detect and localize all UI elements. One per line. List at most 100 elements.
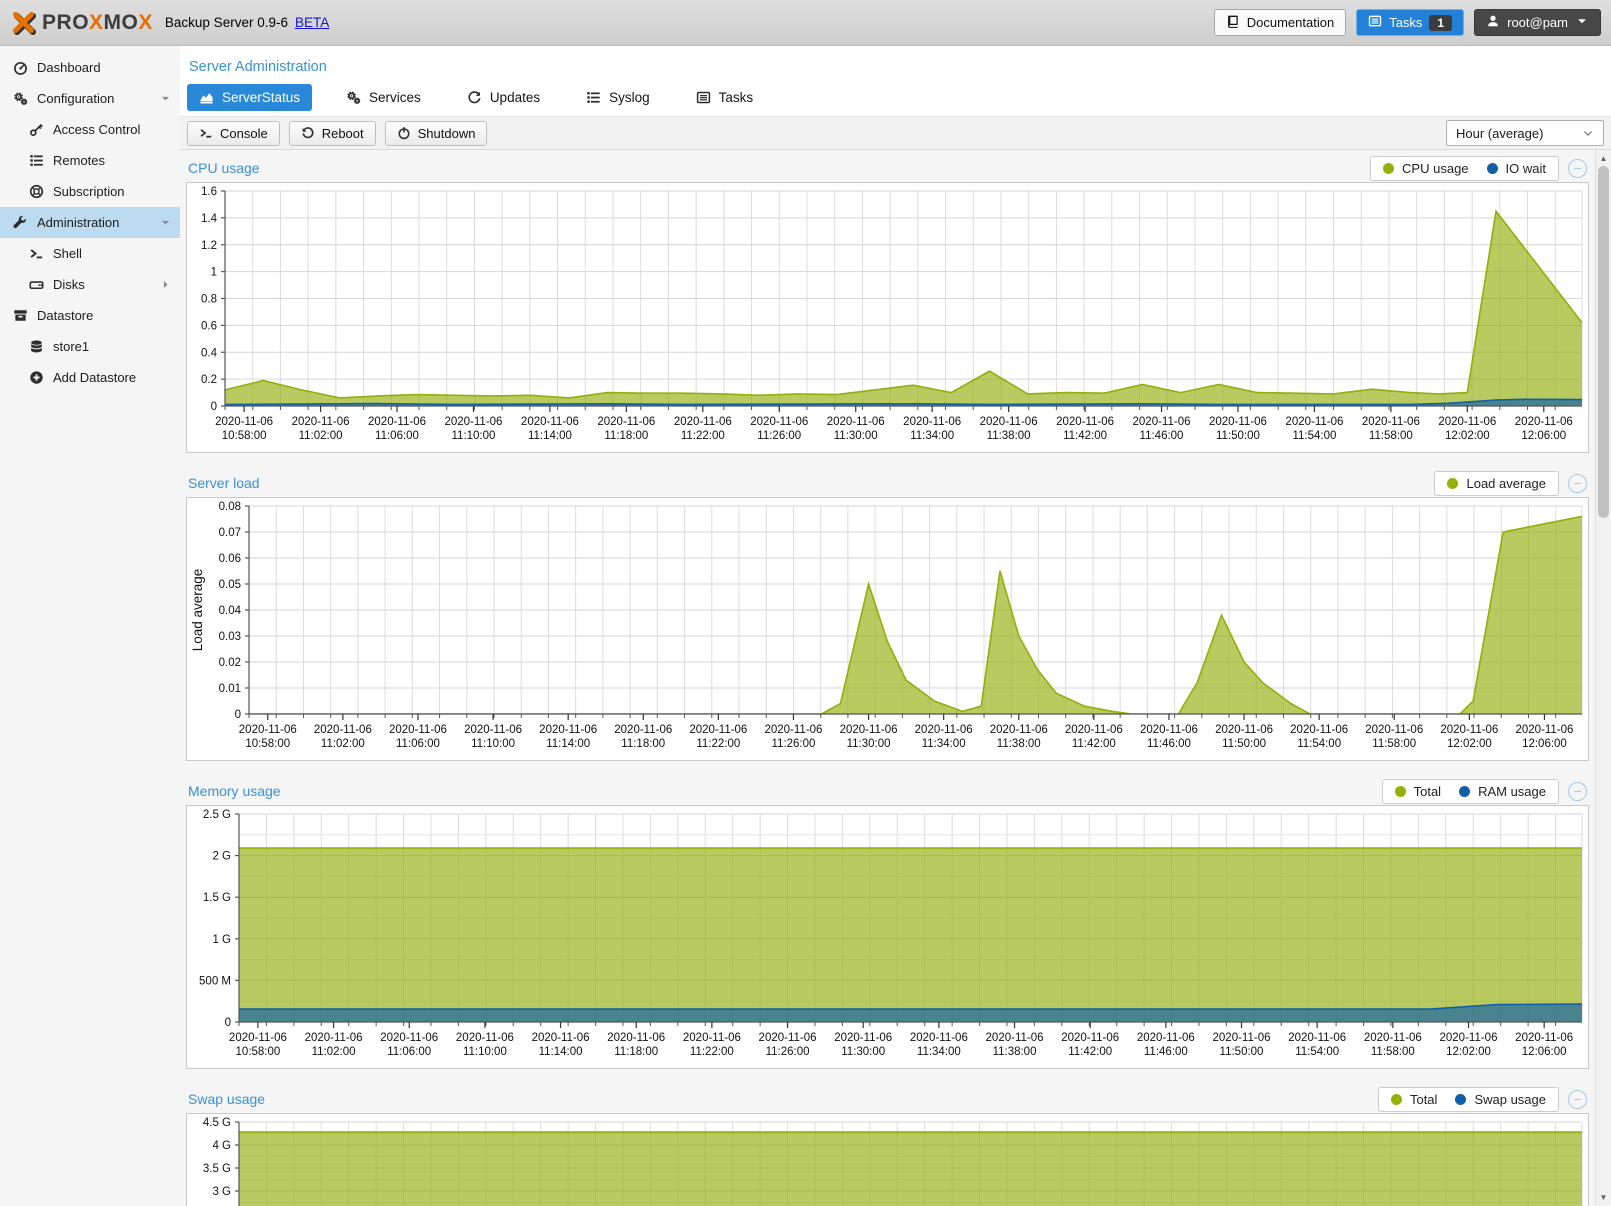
svg-text:2020-11-06: 2020-11-06 — [1362, 416, 1420, 428]
documentation-button-label: Documentation — [1246, 15, 1335, 30]
tasks-button[interactable]: Tasks 1 — [1356, 9, 1465, 36]
sidebar-item-label: Add Datastore — [53, 370, 137, 385]
brand-wordmark: PROXMOX — [42, 11, 153, 35]
tab-updates[interactable]: Updates — [455, 84, 552, 111]
tab-syslog[interactable]: Syslog — [574, 84, 662, 111]
svg-text:11:58:00: 11:58:00 — [1372, 738, 1416, 750]
tab-label: Services — [369, 90, 421, 105]
list-alt-icon — [1368, 14, 1382, 31]
svg-text:11:14:00: 11:14:00 — [546, 738, 590, 750]
terminal-icon — [199, 126, 213, 140]
svg-text:11:30:00: 11:30:00 — [841, 1046, 885, 1058]
legend-dot-icon — [1394, 785, 1406, 797]
memory-usage-panel-title: Memory usage — [188, 783, 281, 799]
svg-text:0.02: 0.02 — [219, 657, 241, 669]
collapse-panel-icon[interactable]: − — [1568, 158, 1587, 178]
collapse-panel-icon[interactable]: − — [1568, 781, 1587, 801]
svg-text:2020-11-06: 2020-11-06 — [683, 1032, 741, 1044]
svg-text:12:06:00: 12:06:00 — [1522, 1046, 1567, 1058]
sidebar-item-access-control[interactable]: Access Control — [0, 114, 180, 145]
sidebar-item-datastore[interactable]: Datastore — [0, 300, 180, 331]
sidebar-item-label: Shell — [53, 246, 82, 261]
tab-services[interactable]: Services — [334, 84, 433, 111]
svg-text:11:26:00: 11:26:00 — [766, 1046, 810, 1058]
legend-label: IO wait — [1505, 160, 1546, 176]
svg-text:11:22:00: 11:22:00 — [696, 738, 740, 750]
timeframe-select[interactable]: Hour (average) — [1446, 120, 1604, 146]
chevron-down-icon — [1582, 127, 1594, 139]
tab-tasks[interactable]: Tasks — [684, 84, 766, 111]
svg-text:11:02:00: 11:02:00 — [321, 738, 365, 750]
sidebar-item-label: Remotes — [53, 153, 106, 168]
sidebar-item-store1[interactable]: store1 — [0, 331, 180, 362]
sidebar-item-administration[interactable]: Administration — [0, 207, 180, 238]
legend-label: CPU usage — [1402, 160, 1469, 176]
tab-serverstatus[interactable]: ServerStatus — [187, 84, 313, 111]
sidebar-item-label: Dashboard — [37, 60, 101, 75]
tab-label: ServerStatus — [222, 90, 301, 105]
svg-text:2020-11-06: 2020-11-06 — [389, 724, 447, 736]
swap-usage-legend-wrap: Total Swap usage − — [1377, 1086, 1587, 1112]
sidebar-item-label: Datastore — [37, 308, 94, 323]
brand-letter: M — [103, 10, 122, 34]
proxmox-logo-icon — [10, 9, 38, 37]
svg-text:12:06:00: 12:06:00 — [1521, 430, 1566, 442]
server-load-legend: Load average — [1434, 470, 1559, 496]
user-menu-button[interactable]: root@pam — [1474, 9, 1601, 36]
svg-text:1: 1 — [211, 267, 217, 279]
svg-text:2020-11-06: 2020-11-06 — [456, 1032, 514, 1044]
chart-area-icon — [199, 90, 214, 105]
svg-text:2020-11-06: 2020-11-06 — [1061, 1032, 1119, 1044]
svg-text:11:42:00: 11:42:00 — [1068, 1046, 1112, 1058]
toolbar: Console Reboot Shutdown Hour (average) — [180, 116, 1611, 150]
sidebar-item-subscription[interactable]: Subscription — [0, 176, 180, 207]
main-content: Server Administration ServerStatus Servic… — [180, 46, 1611, 1206]
svg-text:11:02:00: 11:02:00 — [299, 430, 343, 442]
legend-item: Load average — [1447, 476, 1546, 491]
user-icon — [1486, 14, 1500, 31]
timeframe-select-value: Hour (average) — [1456, 125, 1544, 141]
scrollbar-up-arrow[interactable]: ▲ — [1599, 154, 1608, 163]
svg-text:2020-11-06: 2020-11-06 — [827, 416, 885, 428]
svg-text:2020-11-06: 2020-11-06 — [292, 416, 350, 428]
svg-text:2020-11-06: 2020-11-06 — [1140, 724, 1198, 736]
vertical-scrollbar[interactable]: ▲ ▼ — [1595, 150, 1611, 1206]
charts-scroll-area: CPU usage CPU usage IO wait − 0 0.2 0.4 0.6 0.8 1… — [180, 150, 1595, 1206]
legend-item: Total — [1394, 784, 1441, 799]
refresh-icon — [467, 90, 482, 105]
sidebar-item-shell[interactable]: Shell — [0, 238, 180, 269]
sidebar-item-dashboard[interactable]: Dashboard — [0, 52, 180, 83]
sidebar-item-configuration[interactable]: Configuration — [0, 83, 180, 114]
scrollbar-thumb[interactable] — [1598, 166, 1609, 518]
server-load-legend-wrap: Load average − — [1434, 470, 1587, 496]
sidebar-item-remotes[interactable]: Remotes — [0, 145, 180, 176]
svg-text:11:54:00: 11:54:00 — [1295, 1046, 1339, 1058]
svg-text:11:22:00: 11:22:00 — [690, 1046, 734, 1058]
svg-text:11:18:00: 11:18:00 — [621, 738, 665, 750]
sidebar-item-add-datastore[interactable]: Add Datastore — [0, 362, 180, 393]
collapse-panel-icon[interactable]: − — [1568, 1089, 1587, 1109]
svg-text:2020-11-06: 2020-11-06 — [239, 724, 297, 736]
top-header: PROXMOX Backup Server 0.9-6 BETA Documen… — [0, 0, 1611, 46]
brand-letter: O — [121, 10, 139, 34]
reboot-button[interactable]: Reboot — [288, 120, 376, 146]
toolbar-buttons: Console Reboot Shutdown — [187, 120, 488, 146]
svg-text:11:30:00: 11:30:00 — [834, 430, 878, 442]
sidebar-item-label: Access Control — [53, 122, 141, 137]
console-button[interactable]: Console — [187, 120, 280, 146]
beta-link[interactable]: BETA — [294, 15, 330, 30]
collapse-panel-icon[interactable]: − — [1568, 473, 1587, 493]
svg-text:2020-11-06: 2020-11-06 — [1515, 1032, 1573, 1044]
memory-usage-chart: 0 500 M 1 G 1.5 G 2 G 2.5 G 2020-11-06 10:58:00… — [187, 806, 1588, 1068]
svg-text:11:42:00: 11:42:00 — [1072, 738, 1116, 750]
svg-text:11:22:00: 11:22:00 — [681, 430, 725, 442]
svg-text:11:06:00: 11:06:00 — [387, 1046, 431, 1058]
scrollbar-down-arrow[interactable]: ▼ — [1599, 1193, 1608, 1202]
documentation-button[interactable]: Documentation — [1213, 9, 1347, 36]
shutdown-button[interactable]: Shutdown — [384, 120, 488, 146]
sidebar-item-disks[interactable]: Disks — [0, 269, 180, 300]
cpu-usage-panel: CPU usage CPU usage IO wait − 0 0.2 0.4 0.6 0.8 1… — [186, 154, 1589, 453]
legend-item: IO wait — [1486, 160, 1546, 176]
svg-text:2020-11-06: 2020-11-06 — [539, 724, 597, 736]
